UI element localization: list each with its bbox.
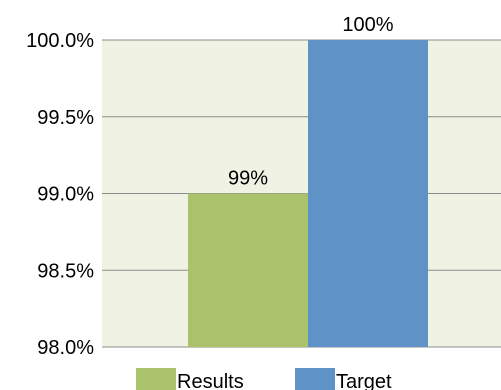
data-label-results: 99%	[228, 168, 268, 190]
legend-swatch-results	[136, 368, 176, 390]
y-tick-label: 98.0%	[37, 337, 94, 359]
y-tick-label: 99.5%	[37, 107, 94, 129]
legend: Results Target	[136, 368, 392, 390]
bars	[188, 40, 428, 347]
y-axis-labels: 98.0% 98.5% 99.0% 99.5% 100.0%	[26, 30, 94, 359]
y-tick-label: 98.5%	[37, 260, 94, 282]
bar-target	[308, 40, 428, 347]
y-tick-label: 100.0%	[26, 30, 94, 52]
data-labels: 99% 100%	[228, 14, 394, 190]
legend-swatch-target	[295, 368, 335, 390]
bar-results	[188, 193, 308, 347]
data-label-target: 100%	[342, 14, 393, 36]
legend-label-target: Target	[336, 371, 392, 390]
y-tick-label: 99.0%	[37, 184, 94, 206]
legend-label-results: Results	[177, 371, 244, 390]
